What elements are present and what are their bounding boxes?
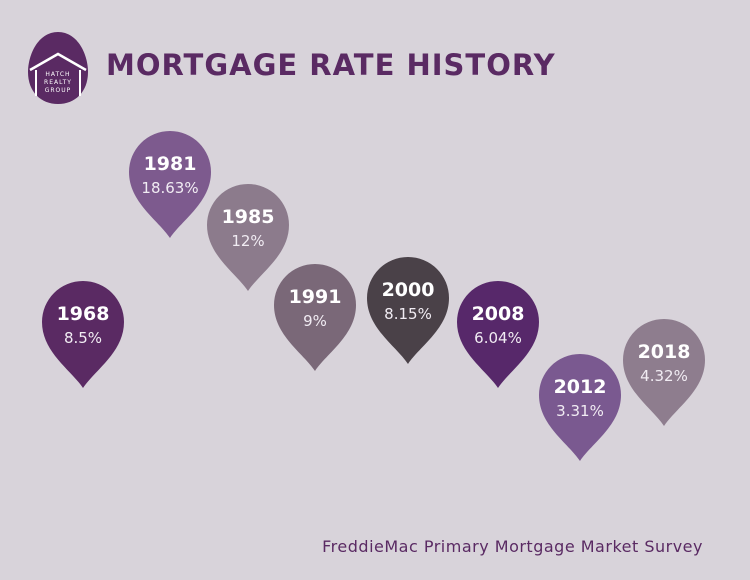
- logo-egg: [28, 32, 88, 104]
- pin-year: 2008: [472, 303, 525, 325]
- pin: 2008 6.04%: [457, 280, 539, 388]
- pin-shape: [274, 263, 356, 371]
- pin-year: 1968: [57, 303, 110, 325]
- logo-text: REALTY: [44, 79, 72, 86]
- source: FreddieMac Primary Mortgage Market Surve…: [322, 537, 703, 556]
- pin-rate: 4.32%: [640, 367, 688, 385]
- pin-rate: 9%: [303, 312, 327, 330]
- pin-shape: [367, 256, 449, 364]
- pin-rate: 8.5%: [64, 329, 102, 347]
- logo-walls: [35, 70, 81, 96]
- pin: 1968 8.5%: [41, 280, 124, 388]
- logo-text: GROUP: [45, 87, 72, 94]
- pin-year: 2012: [554, 376, 607, 398]
- logo: HATCH REALTY GROUP: [28, 32, 88, 104]
- pin: 2018 4.32%: [623, 318, 705, 426]
- pin-rate: 18.63%: [141, 179, 198, 197]
- logo-roof: [29, 52, 87, 72]
- pin-year: 1991: [289, 286, 342, 308]
- pin-shape: [41, 280, 124, 388]
- pin-year: 2000: [382, 279, 435, 301]
- pin: 1991 9%: [274, 263, 356, 371]
- pin-shape: [539, 353, 621, 461]
- title: MORTGAGE RATE HISTORY: [106, 48, 556, 82]
- pin-shape: [457, 280, 539, 388]
- pin-rate: 6.04%: [474, 329, 522, 347]
- pin-shape: [129, 130, 211, 238]
- pin-year: 1981: [144, 153, 197, 175]
- pin-year: 1985: [222, 206, 275, 228]
- pin: 2000 8.15%: [367, 256, 449, 364]
- pin-rate: 8.15%: [384, 305, 432, 323]
- pin: 1981 18.63%: [129, 130, 211, 238]
- pin: 1985 12%: [207, 183, 289, 291]
- pin-rate: 12%: [231, 232, 264, 250]
- pin-shape: [207, 183, 289, 291]
- pin: 2012 3.31%: [539, 353, 621, 461]
- pin-rate: 3.31%: [556, 402, 604, 420]
- pin-year: 2018: [638, 341, 691, 363]
- pin-shape: [623, 318, 705, 426]
- logo-text: HATCH: [45, 71, 70, 78]
- pins: 1968 8.5% 1981 18.63% 1985 12% 1991 9% 2000 8.15%…: [41, 130, 705, 461]
